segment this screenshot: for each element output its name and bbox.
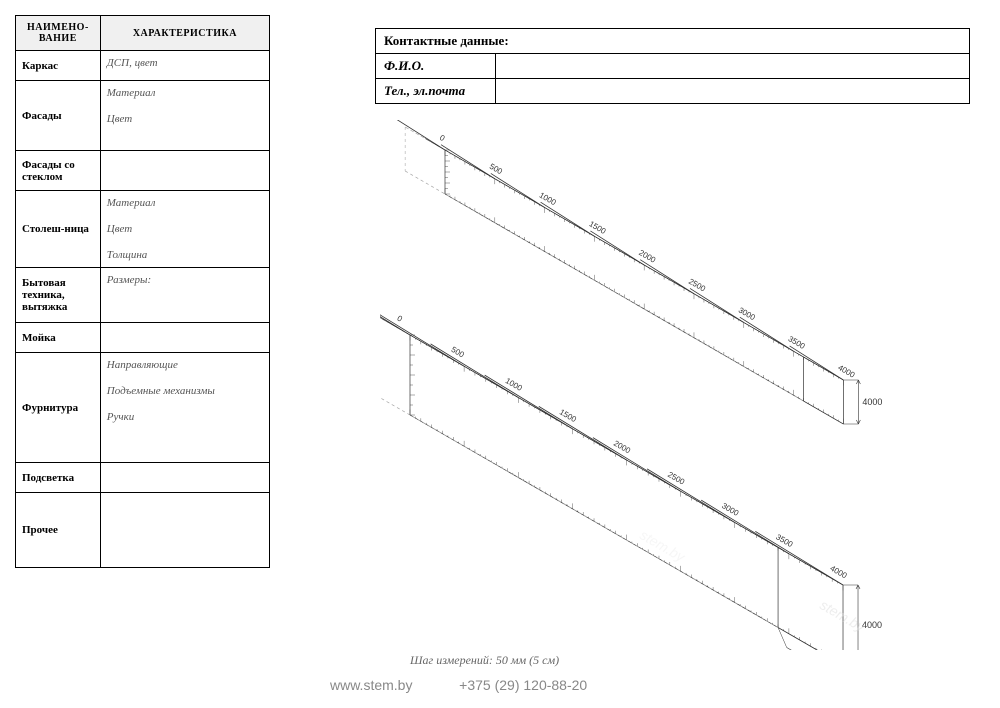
spec-name: Фасады bbox=[16, 81, 101, 151]
spec-char bbox=[100, 463, 269, 493]
spec-char bbox=[100, 493, 269, 568]
spec-table: НАИМЕНО-ВАНИЕ ХАРАКТЕРИСТИКА КаркасДСП, … bbox=[15, 15, 270, 568]
contact-header: Контактные данные: bbox=[376, 29, 970, 54]
spec-char bbox=[100, 151, 269, 191]
fio-label: Ф.И.О. bbox=[376, 54, 496, 79]
contact-table: Контактные данные: Ф.И.О. Тел., эл.почта bbox=[375, 28, 970, 104]
spec-name: Каркас bbox=[16, 51, 101, 81]
spec-char: Размеры: bbox=[100, 268, 269, 323]
footer: www.stem.by +375 (29) 120-88-20 bbox=[330, 677, 587, 693]
fio-value[interactable] bbox=[496, 54, 970, 79]
spec-name: Прочее bbox=[16, 493, 101, 568]
spec-char bbox=[100, 323, 269, 353]
header-name: НАИМЕНО-ВАНИЕ bbox=[16, 16, 101, 51]
spec-name: Фурнитура bbox=[16, 353, 101, 463]
spec-name: Подсветка bbox=[16, 463, 101, 493]
spec-name: Бытовая техника, вытяжка bbox=[16, 268, 101, 323]
svg-text:4000: 4000 bbox=[862, 397, 882, 407]
spec-char: МатериалЦветТолщина bbox=[100, 191, 269, 268]
spec-char: НаправляющиеПодъемные механизмыРучки bbox=[100, 353, 269, 463]
measurement-note: Шаг измерений: 50 мм (5 см) bbox=[410, 653, 559, 668]
spec-name: Мойка bbox=[16, 323, 101, 353]
header-char: ХАРАКТЕРИСТИКА bbox=[100, 16, 269, 51]
spec-name: Столеш-ница bbox=[16, 191, 101, 268]
tel-label: Тел., эл.почта bbox=[376, 79, 496, 104]
spec-char: МатериалЦвет bbox=[100, 81, 269, 151]
footer-url: www.stem.by bbox=[330, 677, 412, 693]
footer-phone: +375 (29) 120-88-20 bbox=[459, 677, 587, 693]
svg-text:500: 500 bbox=[488, 162, 505, 177]
tel-value[interactable] bbox=[496, 79, 970, 104]
svg-text:stem.by: stem.by bbox=[637, 526, 688, 565]
svg-text:0: 0 bbox=[438, 133, 447, 143]
spec-char: ДСП, цвет bbox=[100, 51, 269, 81]
spec-name: Фасады со стеклом bbox=[16, 151, 101, 191]
svg-text:0: 0 bbox=[396, 314, 405, 324]
ruler-diagram: 0500100015002000250030003500400040000500… bbox=[380, 120, 980, 650]
